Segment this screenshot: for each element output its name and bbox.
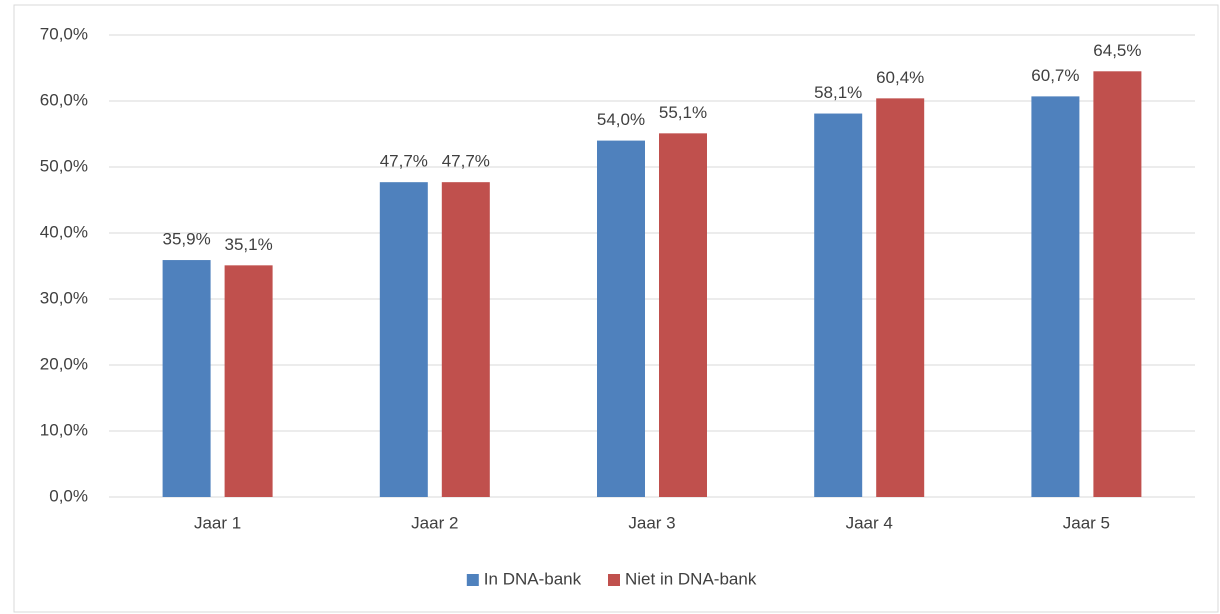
bar <box>814 113 863 497</box>
x-tick-label: Jaar 2 <box>411 513 458 532</box>
data-label: 47,7% <box>380 152 428 171</box>
legend-swatch <box>466 574 479 586</box>
legend-label: Niet in DNA-bank <box>625 569 757 588</box>
bar <box>1031 96 1080 497</box>
y-tick-label: 0,0% <box>49 486 88 505</box>
bar <box>659 133 707 497</box>
y-tick-label: 70,0% <box>40 24 88 43</box>
bar <box>379 182 428 497</box>
data-label: 60,7% <box>1031 66 1079 85</box>
chart-border <box>13 4 1219 613</box>
data-label: 54,0% <box>597 110 645 129</box>
y-tick-label: 60,0% <box>40 90 88 109</box>
data-label: 58,1% <box>814 83 862 102</box>
y-tick-label: 40,0% <box>40 222 88 241</box>
bar <box>224 265 273 497</box>
x-tick-label: Jaar 5 <box>1063 513 1110 532</box>
data-label: 35,1% <box>224 235 272 254</box>
x-tick-label: Jaar 1 <box>194 513 241 532</box>
legend-label: In DNA-bank <box>484 569 582 588</box>
bar <box>597 140 645 497</box>
x-tick-label: Jaar 3 <box>628 513 675 532</box>
y-tick-label: 20,0% <box>40 354 88 373</box>
bar <box>1093 71 1142 498</box>
data-label: 60,4% <box>876 68 924 87</box>
y-tick-label: 30,0% <box>40 288 88 307</box>
y-tick-label: 50,0% <box>40 156 88 175</box>
data-label: 47,7% <box>442 152 490 171</box>
data-label: 64,5% <box>1093 41 1141 60</box>
bar <box>876 98 925 498</box>
x-tick-label: Jaar 4 <box>846 513 893 532</box>
data-label: 55,1% <box>659 103 707 122</box>
y-tick-label: 10,0% <box>40 420 88 439</box>
bar <box>441 182 490 497</box>
legend-swatch <box>608 574 620 586</box>
bar <box>162 260 211 497</box>
data-label: 35,9% <box>162 230 210 249</box>
